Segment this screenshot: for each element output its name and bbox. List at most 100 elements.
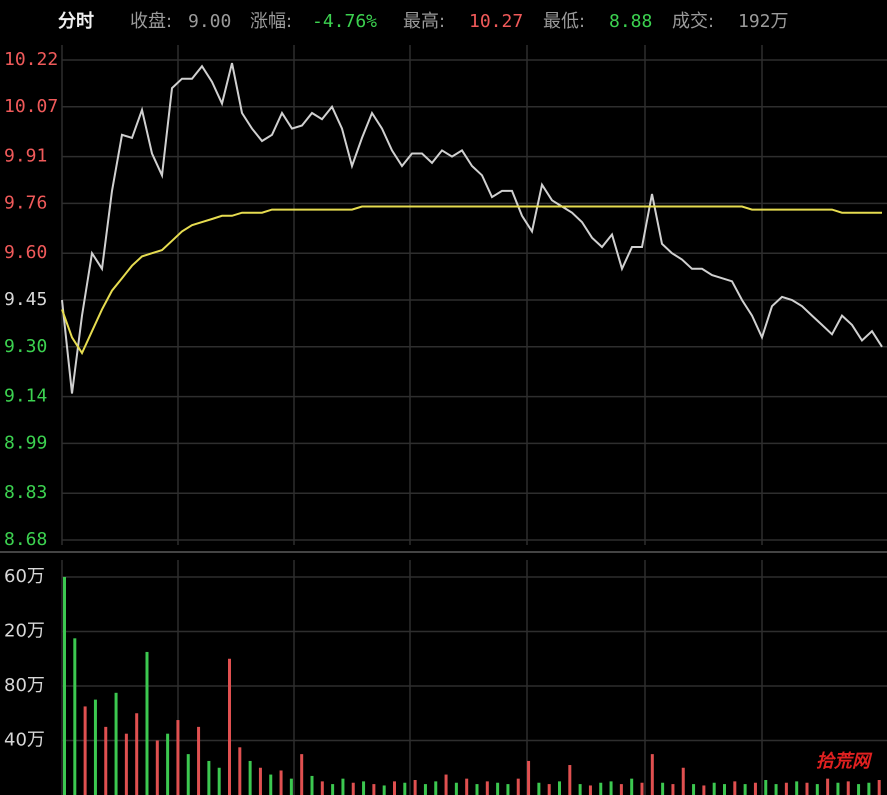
volume-bar (826, 778, 830, 795)
y-tick-label: 10.07 (4, 96, 58, 117)
volume-bar (228, 658, 231, 795)
volume-bar (444, 774, 448, 795)
volume-bar (609, 781, 613, 795)
y-tick-label: 20万 (4, 621, 45, 642)
volume-bar (83, 706, 87, 795)
volume-bar (258, 767, 262, 795)
volume-bar (558, 781, 561, 795)
volume-bar (454, 782, 458, 795)
volume-bar (382, 785, 386, 795)
volume-bar (248, 760, 252, 795)
volume-bar (795, 781, 799, 795)
y-tick-label: 40万 (4, 730, 45, 751)
volume-bar (857, 784, 861, 795)
volume-bar (630, 778, 634, 795)
volume-bar (588, 785, 592, 795)
volume-bar (145, 651, 149, 795)
volume-bar (93, 699, 97, 795)
volume-bar (362, 781, 366, 795)
volume-bar (805, 782, 809, 795)
header-label: 成交: (672, 11, 714, 32)
volume-bar (661, 782, 665, 795)
volume-bar (166, 733, 170, 795)
volume-bar (279, 770, 283, 795)
volume-bar (73, 638, 77, 795)
volume-bar (496, 782, 500, 795)
header-label: 涨幅: (250, 11, 292, 32)
volume-bar (692, 784, 696, 795)
volume-bar (743, 784, 747, 795)
y-tick-label: 8.83 (4, 482, 47, 503)
volume-bar (423, 784, 427, 795)
header-value: 192万 (738, 11, 789, 32)
volume-bar (568, 765, 572, 795)
volume-bar (300, 754, 304, 795)
volume-bar (485, 781, 489, 795)
volume-bar (619, 784, 623, 795)
volume-bar (640, 782, 644, 795)
y-tick-label: 8.99 (4, 432, 47, 453)
volume-bar (176, 720, 180, 795)
volume-bar (413, 780, 417, 795)
volume-bar (465, 778, 469, 795)
header-label: 最高: (403, 11, 445, 32)
y-tick-label: 9.30 (4, 336, 47, 357)
volume-bar (846, 781, 850, 795)
volume-bar (217, 767, 221, 795)
y-tick-label: 10.22 (4, 49, 58, 70)
watermark: 拾荒网 (816, 751, 873, 772)
volume-bar (547, 784, 551, 795)
volume-bar (197, 726, 201, 795)
volume-bar (320, 781, 324, 795)
header-value: 9.00 (188, 11, 231, 32)
volume-bar (712, 782, 716, 795)
header-value: 8.88 (609, 11, 652, 32)
volume-bar (310, 775, 314, 795)
volume-bar (753, 782, 757, 795)
header-title: 分时 (58, 11, 94, 32)
y-tick-label: 9.60 (4, 242, 47, 263)
volume-bar (434, 781, 438, 795)
y-tick-label: 8.68 (4, 529, 47, 550)
y-tick-label: 9.76 (4, 192, 47, 213)
header-label: 收盘: (130, 11, 172, 32)
volume-bar (702, 785, 706, 795)
volume-bar (155, 740, 159, 795)
volume-bar (372, 784, 376, 795)
y-tick-label: 60万 (4, 566, 45, 587)
volume-bar (774, 784, 778, 795)
volume-bar (836, 782, 840, 795)
volume-bar (238, 747, 242, 795)
y-tick-label: 9.14 (4, 386, 47, 407)
volume-bar (815, 784, 819, 795)
header-value: -4.76% (312, 11, 377, 32)
volume-bar (63, 577, 66, 795)
volume-bar (207, 760, 211, 795)
volume-bar (186, 754, 190, 795)
y-tick-label: 9.45 (4, 289, 47, 310)
volume-bar (351, 782, 355, 795)
volume-bar (135, 713, 139, 795)
volume-bar (393, 781, 396, 795)
y-tick-label: 80万 (4, 675, 45, 696)
volume-bar (877, 780, 881, 795)
volume-bar (331, 784, 335, 795)
volume-bar (506, 784, 510, 795)
volume-bar (784, 782, 788, 795)
volume-bar (403, 782, 407, 795)
price-line (61, 205, 882, 356)
volume-bar (733, 781, 737, 795)
volume-bar (681, 767, 685, 795)
header-value: 10.27 (469, 11, 523, 32)
volume-bar (723, 784, 726, 795)
volume-bar (289, 778, 293, 795)
price-line (61, 62, 883, 394)
volume-bar (867, 782, 871, 795)
volume-bar (671, 784, 675, 795)
volume-bar (269, 774, 273, 795)
volume-bar (578, 784, 582, 795)
y-tick-label: 9.91 (4, 146, 47, 167)
volume-bar (516, 778, 520, 795)
